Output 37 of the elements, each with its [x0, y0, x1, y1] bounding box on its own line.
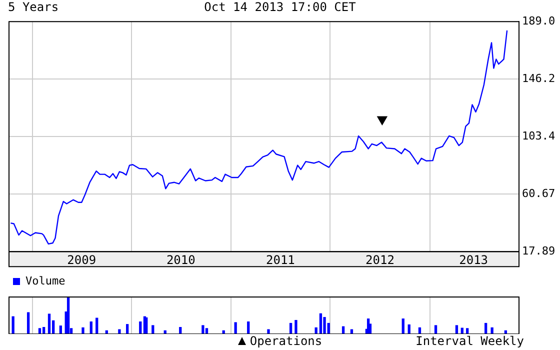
- bar: [12, 316, 14, 334]
- bar: [267, 329, 270, 334]
- bar: [48, 314, 51, 334]
- x-tick-label: 2011: [266, 252, 295, 267]
- bar: [152, 325, 154, 334]
- bar: [90, 321, 92, 334]
- annotation: Interval Weekly: [416, 334, 524, 348]
- bar: [139, 321, 142, 334]
- bar: [234, 322, 237, 334]
- bar: [319, 313, 322, 334]
- bar: [323, 317, 326, 334]
- y-tick-label: 103.4: [522, 130, 556, 143]
- y-tick-label: 17.89: [522, 244, 556, 258]
- y-tick-label: 189.0: [522, 14, 556, 28]
- bar: [26, 312, 30, 334]
- bar: [96, 318, 98, 334]
- bar: [490, 327, 494, 334]
- bar: [434, 325, 438, 334]
- bar: [66, 297, 70, 334]
- bar: [294, 320, 298, 334]
- bar: [126, 324, 129, 334]
- bar: [202, 325, 204, 334]
- bar: [82, 327, 84, 334]
- bar: [247, 321, 250, 334]
- x-tick-label: 2013: [459, 252, 488, 267]
- bar: [455, 325, 458, 334]
- legend-label: Operations: [250, 334, 322, 348]
- chart-title: 5 Years: [8, 0, 59, 14]
- chart-subtitle: Oct 14 2013 17:00 CET: [204, 0, 356, 14]
- x-tick-label: 2009: [67, 252, 96, 267]
- bar: [402, 318, 404, 334]
- bar: [118, 329, 121, 334]
- y-tick-label: 60.67: [522, 186, 556, 200]
- x-tick-label: 2010: [166, 252, 196, 267]
- y-tick-label: 146.2: [522, 72, 556, 85]
- legend-label: Volume: [26, 274, 66, 288]
- x-tick-label: 2012: [366, 252, 394, 267]
